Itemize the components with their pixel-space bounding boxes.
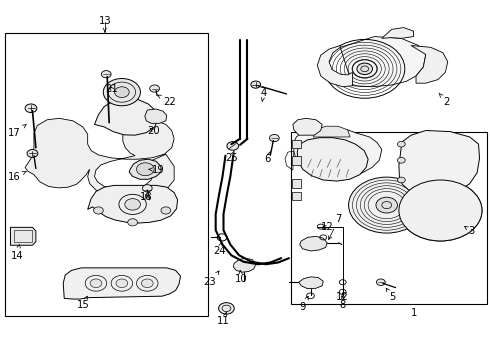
Text: 24: 24 xyxy=(213,243,226,256)
Circle shape xyxy=(101,71,111,78)
Polygon shape xyxy=(88,185,177,223)
Text: 12: 12 xyxy=(321,222,334,232)
Circle shape xyxy=(348,177,425,233)
Polygon shape xyxy=(25,118,174,199)
Circle shape xyxy=(270,134,279,141)
Circle shape xyxy=(143,185,152,192)
Text: 17: 17 xyxy=(8,125,26,138)
Text: 21: 21 xyxy=(106,84,119,94)
Circle shape xyxy=(397,157,405,163)
Text: 8: 8 xyxy=(340,296,346,310)
Circle shape xyxy=(399,180,482,241)
Bar xyxy=(14,230,32,242)
Text: 18: 18 xyxy=(140,192,152,202)
Text: 23: 23 xyxy=(203,271,219,287)
Text: 20: 20 xyxy=(147,126,159,135)
Text: 11: 11 xyxy=(217,312,230,325)
Polygon shape xyxy=(294,128,382,177)
Circle shape xyxy=(115,87,129,98)
Circle shape xyxy=(432,204,449,217)
Circle shape xyxy=(251,81,261,88)
Text: 1: 1 xyxy=(411,308,417,318)
Polygon shape xyxy=(233,258,256,272)
Text: 13: 13 xyxy=(98,17,111,32)
Polygon shape xyxy=(145,109,167,123)
Circle shape xyxy=(27,149,38,157)
Circle shape xyxy=(103,78,141,106)
Polygon shape xyxy=(399,131,480,195)
Text: 19: 19 xyxy=(149,165,165,175)
Circle shape xyxy=(94,207,103,214)
Text: 6: 6 xyxy=(264,152,270,164)
Polygon shape xyxy=(299,277,323,289)
Circle shape xyxy=(150,85,159,92)
Polygon shape xyxy=(314,126,350,137)
Text: 22: 22 xyxy=(158,95,175,107)
Circle shape xyxy=(227,141,239,150)
Polygon shape xyxy=(340,37,426,87)
Polygon shape xyxy=(10,227,36,245)
Polygon shape xyxy=(293,118,322,135)
Bar xyxy=(292,192,301,201)
Circle shape xyxy=(397,177,405,183)
Text: 7: 7 xyxy=(329,214,342,239)
Polygon shape xyxy=(318,45,352,87)
Bar xyxy=(292,156,301,165)
Circle shape xyxy=(219,303,234,314)
Text: 3: 3 xyxy=(465,226,474,236)
Polygon shape xyxy=(63,268,180,299)
Circle shape xyxy=(116,279,128,288)
Text: 2: 2 xyxy=(439,93,450,107)
Text: 4: 4 xyxy=(261,88,267,101)
Text: 12: 12 xyxy=(336,292,349,302)
Circle shape xyxy=(142,279,153,288)
Text: 16: 16 xyxy=(8,171,26,182)
Circle shape xyxy=(90,279,102,288)
Text: 9: 9 xyxy=(299,296,308,312)
Bar xyxy=(4,33,208,316)
Circle shape xyxy=(357,63,372,75)
Text: 25: 25 xyxy=(225,151,238,163)
Circle shape xyxy=(376,279,385,285)
Circle shape xyxy=(399,180,482,241)
Bar xyxy=(292,132,487,304)
Circle shape xyxy=(397,141,405,147)
Circle shape xyxy=(125,199,141,210)
Polygon shape xyxy=(382,28,414,39)
Polygon shape xyxy=(411,45,448,83)
Circle shape xyxy=(128,219,138,226)
Polygon shape xyxy=(297,138,368,181)
Text: 14: 14 xyxy=(10,244,23,261)
Text: 15: 15 xyxy=(76,296,89,310)
Polygon shape xyxy=(95,98,158,135)
Text: 5: 5 xyxy=(386,288,396,302)
Text: 10: 10 xyxy=(235,270,247,284)
Circle shape xyxy=(25,104,37,113)
Circle shape xyxy=(161,207,171,214)
Polygon shape xyxy=(129,159,161,179)
Bar xyxy=(292,140,301,148)
Circle shape xyxy=(137,163,154,176)
Polygon shape xyxy=(300,236,327,251)
Circle shape xyxy=(376,197,397,213)
Bar xyxy=(292,179,301,188)
